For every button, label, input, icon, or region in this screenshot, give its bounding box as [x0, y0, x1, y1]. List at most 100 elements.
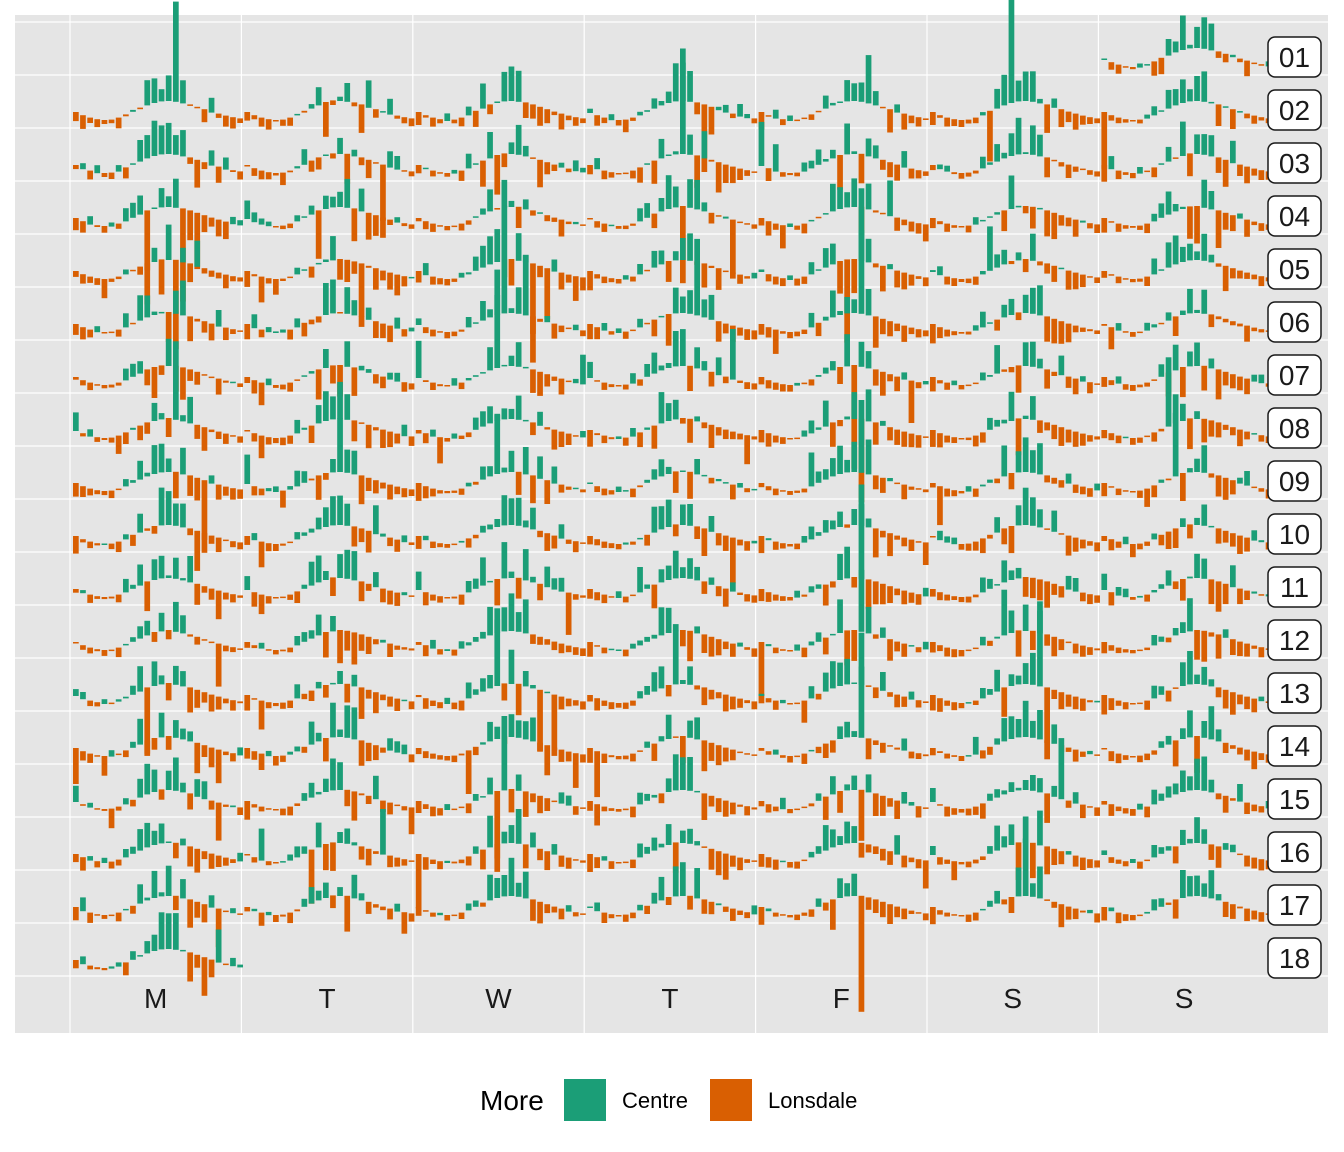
hour-bar — [180, 80, 186, 104]
hour-bar — [1230, 140, 1236, 164]
hour-bar — [651, 634, 658, 639]
hour-bar — [444, 332, 451, 339]
hour-bar — [1108, 274, 1115, 276]
hour-bar — [251, 533, 258, 541]
hour-bar — [630, 428, 636, 437]
hour-bar — [401, 806, 408, 811]
hour-bar — [358, 740, 365, 766]
hour-bar — [844, 524, 850, 528]
hour-bar — [223, 539, 229, 542]
hour-bar — [708, 636, 715, 657]
hour-bar — [337, 495, 343, 525]
hour-bar — [744, 329, 750, 340]
hour-bar — [922, 542, 929, 565]
hour-bar — [1108, 804, 1115, 816]
hour-bar — [287, 486, 293, 490]
hour-bar — [815, 375, 822, 377]
hour-bar — [937, 857, 943, 865]
hour-bar — [480, 796, 486, 798]
hour-bar — [308, 425, 315, 443]
hour-bar — [1094, 595, 1100, 603]
hour-bar — [380, 588, 386, 603]
hour-bar — [315, 614, 322, 636]
hour-bar — [1180, 79, 1186, 103]
hour-bar — [880, 477, 886, 493]
hour-bar — [215, 643, 222, 687]
hour-bar — [637, 485, 643, 488]
hour-bar — [1201, 365, 1208, 391]
hour-bar — [108, 331, 115, 334]
hour-bar — [487, 815, 493, 848]
hour-bar — [1001, 445, 1008, 477]
hour-bar — [758, 642, 765, 704]
hour-bar — [780, 490, 786, 492]
hour-bar — [744, 594, 750, 602]
hour-bar — [1215, 475, 1222, 497]
hour-bar — [330, 496, 336, 526]
hour-bar — [251, 908, 258, 912]
hour-bar — [965, 384, 972, 387]
hour-bar — [123, 849, 129, 858]
hour-bar — [587, 482, 593, 484]
hour-bar — [644, 479, 650, 483]
hour-bar — [544, 533, 551, 551]
hour-bar — [915, 700, 922, 708]
hour-bar — [901, 272, 908, 290]
hour-bar — [887, 374, 893, 382]
hour-bar — [344, 153, 351, 184]
hour-bar — [137, 266, 143, 275]
hour-bar — [273, 279, 279, 295]
hour-bar — [694, 868, 700, 899]
hour-bar — [665, 363, 672, 368]
hour-bar — [1165, 39, 1172, 56]
hour-bar — [430, 859, 436, 864]
hour-bar — [244, 695, 251, 711]
week-label-box — [1267, 778, 1322, 820]
hour-bar — [558, 219, 565, 237]
hour-bar — [1051, 901, 1058, 908]
hour-bar — [1165, 242, 1172, 268]
hour-bar — [1115, 323, 1122, 331]
hour-bar — [644, 163, 650, 165]
hour-bar — [587, 695, 593, 702]
hour-bar — [380, 270, 386, 281]
hour-bar — [1244, 802, 1250, 814]
hour-bar — [1258, 117, 1265, 121]
hour-bar — [230, 488, 236, 500]
hour-bar — [223, 592, 229, 600]
hour-bar — [722, 906, 729, 912]
hour-bar — [630, 541, 636, 545]
hour-bar — [1008, 782, 1015, 792]
hour-bar — [480, 742, 486, 745]
hour-bar — [373, 268, 379, 290]
hour-bar — [987, 793, 993, 801]
hour-bar — [1115, 376, 1122, 384]
hour-bar — [501, 179, 508, 208]
hour-bar — [187, 104, 193, 106]
hour-bar — [958, 279, 965, 282]
hour-bar — [922, 701, 929, 703]
hour-bar — [758, 854, 765, 867]
hour-bar — [1244, 908, 1250, 922]
hour-bar — [887, 639, 893, 661]
hour-bar — [480, 208, 486, 215]
hour-bar — [580, 754, 586, 763]
hour-bar — [522, 520, 529, 528]
hour-bar — [151, 402, 158, 421]
hour-bar — [1194, 76, 1200, 101]
hour-bar — [1230, 109, 1236, 129]
hour-bar — [444, 649, 451, 651]
hour-bar — [580, 167, 586, 173]
hour-bar — [223, 698, 229, 704]
hour-bar — [430, 753, 436, 759]
hour-bar — [408, 595, 415, 597]
hour-bar — [808, 909, 815, 917]
hour-bar — [594, 115, 600, 126]
hour-bar — [1230, 639, 1236, 655]
hour-bar — [551, 844, 558, 855]
hour-bar — [1022, 342, 1029, 366]
hour-bar — [1122, 702, 1129, 710]
hour-bar — [373, 639, 379, 645]
hour-bar — [401, 223, 408, 227]
hour-bar — [1244, 431, 1250, 440]
